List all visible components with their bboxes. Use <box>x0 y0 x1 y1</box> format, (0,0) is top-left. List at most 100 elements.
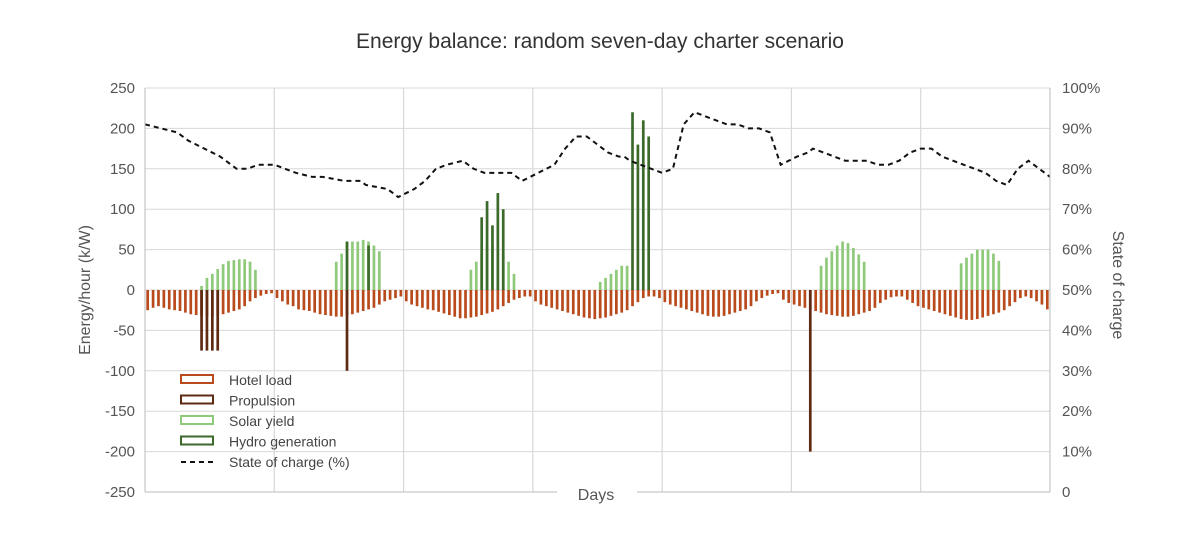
hotel-load-bar <box>426 290 430 310</box>
hotel-load-bar <box>690 290 694 312</box>
hotel-load-bar <box>932 290 936 312</box>
hotel-load-bar <box>717 290 721 317</box>
hotel-load-bar <box>711 290 715 317</box>
hotel-load-bar <box>340 290 343 317</box>
hotel-load-bar <box>992 290 995 315</box>
hotel-load-bar <box>528 290 532 297</box>
y-tick-label: 100 <box>110 201 135 218</box>
hotel-load-bar <box>577 290 580 316</box>
hotel-load-bar <box>237 290 241 310</box>
y2-tick-label: 60% <box>1062 242 1092 259</box>
x-axis-label: Days <box>578 487 614 504</box>
hotel-load-bar <box>625 290 629 311</box>
hotel-load-bar <box>674 290 677 307</box>
hotel-load-bar <box>695 290 699 313</box>
y-axis-label: Energy/hour (k/W) <box>77 225 94 355</box>
hotel-load-bar <box>798 290 801 307</box>
hotel-load-bar <box>981 290 985 318</box>
solar-yield-bar <box>970 253 974 290</box>
hotel-load-bar <box>728 290 731 315</box>
hotel-load-bar <box>922 290 925 308</box>
hotel-load-bar <box>588 290 591 319</box>
solar-yield-bar <box>609 273 613 290</box>
hotel-load-bar <box>615 290 618 315</box>
hotel-load-bar <box>448 290 451 316</box>
hotel-load-bar <box>792 290 796 305</box>
y-tick-label: 150 <box>110 161 135 178</box>
solar-yield-bar <box>992 253 995 290</box>
hotel-load-bar <box>254 290 257 299</box>
hotel-load-bar <box>825 290 828 315</box>
solar-yield-bar <box>377 251 381 290</box>
hotel-load-bar <box>377 290 381 305</box>
hotel-load-bar <box>895 290 898 297</box>
hotel-load-bar <box>324 290 327 316</box>
axes-group: 250 200 150 100 50 0 -50 -100 -150 -200 -250 100% 90… <box>105 80 1100 501</box>
solar-yield-bar <box>334 261 338 290</box>
y2-tick-label: 70% <box>1062 201 1092 218</box>
solar-yield-bar <box>981 249 985 290</box>
hotel-load-bar <box>146 290 150 311</box>
hotel-load-bar <box>620 290 624 313</box>
hotel-load-bar <box>221 290 225 315</box>
propulsion-bar <box>210 290 214 351</box>
solar-yield-bar <box>604 277 607 290</box>
hotel-load-bar <box>706 290 710 316</box>
hotel-load-bar <box>911 290 914 303</box>
y2-tick-label: 50% <box>1062 282 1092 299</box>
solar-yield-bar <box>205 277 209 290</box>
solar-yield-bar <box>846 243 850 290</box>
solar-yield-bar <box>216 268 220 290</box>
y-tick-label: 250 <box>110 80 135 97</box>
hotel-load-bar <box>162 290 166 308</box>
legend-swatch-hydro <box>180 435 214 446</box>
hotel-load-bar <box>178 290 182 312</box>
bars-group <box>146 112 1049 452</box>
hotel-load-bar <box>264 290 268 295</box>
hotel-load-bar <box>318 290 322 315</box>
hotel-load-bar <box>394 290 397 299</box>
hotel-load-bar <box>862 290 866 313</box>
propulsion-bar <box>808 290 812 452</box>
y-tick-label: -150 <box>105 403 135 420</box>
hotel-load-bar <box>281 290 284 302</box>
hotel-load-bar <box>356 290 360 313</box>
hotel-load-bar <box>410 290 413 305</box>
chart-title: Energy balance: random seven-day charter… <box>356 30 844 53</box>
hotel-load-bar <box>787 290 791 303</box>
hotel-load-bar <box>453 290 457 317</box>
hotel-load-bar <box>760 290 764 299</box>
hotel-load-bar <box>636 290 640 303</box>
hydro-generation-bar <box>485 201 489 290</box>
hotel-load-bar <box>582 290 586 318</box>
hotel-load-bar <box>905 290 909 300</box>
hotel-load-bar <box>518 290 521 299</box>
hotel-load-bar <box>604 290 607 318</box>
solar-yield-bar <box>254 269 257 290</box>
hotel-load-bar <box>291 290 295 307</box>
hotel-load-bar <box>1029 290 1033 299</box>
hotel-load-bar <box>534 290 537 302</box>
hotel-load-bar <box>415 290 419 307</box>
y2-tick-label: 100% <box>1062 80 1100 97</box>
solar-yield-bar <box>819 265 823 290</box>
hydro-generation-bar <box>491 225 494 290</box>
solar-yield-bar <box>862 261 866 290</box>
solar-yield-bar <box>997 260 1001 290</box>
hotel-load-bar <box>738 290 742 312</box>
hotel-load-bar <box>388 290 392 300</box>
hotel-load-bar <box>307 290 311 312</box>
grid-lines <box>145 87 1050 493</box>
propulsion-bar <box>345 290 349 371</box>
legend-label-hydro: Hydro generation <box>229 434 336 450</box>
solar-yield-bar <box>959 263 963 290</box>
legend-swatch-propulsion <box>180 394 214 405</box>
hotel-load-bar <box>771 290 774 295</box>
solar-yield-bar <box>227 260 230 290</box>
propulsion-bar <box>216 290 220 351</box>
hotel-load-bar <box>641 290 645 299</box>
hotel-load-bar <box>744 290 747 310</box>
hotel-load-bar <box>367 290 370 310</box>
hotel-load-bar <box>458 290 462 319</box>
